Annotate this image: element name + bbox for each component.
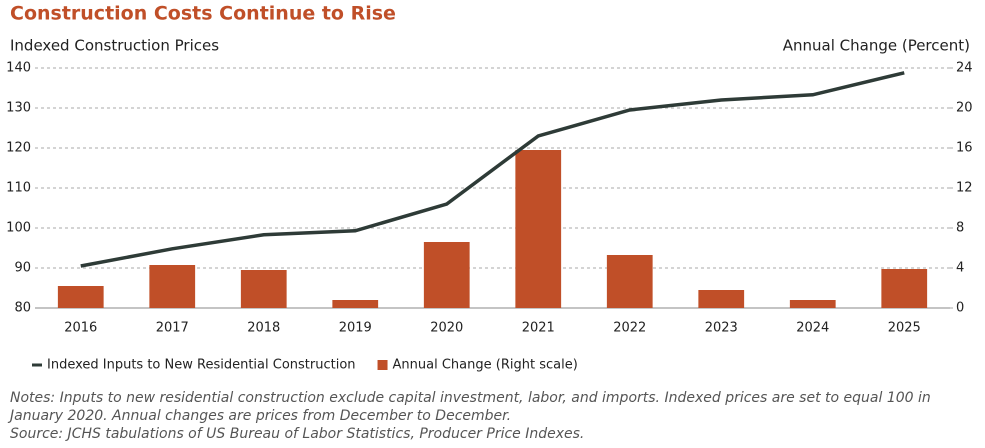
y-tick-label: 110: [6, 181, 31, 196]
y2-tick-label: 4: [956, 261, 964, 276]
bar: [57, 286, 104, 308]
y2-tick-label: 16: [956, 141, 973, 156]
line: [80, 71, 905, 268]
bar: [240, 270, 287, 308]
x-tick-label: 2024: [796, 321, 829, 336]
note: January 2020. Annual changes are prices …: [7, 408, 511, 424]
y2-axis-title: Annual Change (Percent): [783, 37, 970, 55]
x-tick-label: 2019: [339, 321, 372, 336]
bar: [606, 255, 653, 308]
bar: [149, 265, 196, 308]
legend-label: Annual Change (Right scale): [393, 358, 578, 373]
x-tick-label: 2016: [64, 321, 97, 336]
x-tick-label: 2022: [613, 321, 646, 336]
y2-tick-label: 12: [956, 181, 973, 196]
bar: [698, 290, 745, 308]
chart-title: Construction Costs Continue to Rise: [10, 3, 396, 25]
y-tick-label: 140: [6, 61, 31, 76]
x-tick-label: 2018: [247, 321, 280, 336]
y-tick-label: 120: [6, 141, 31, 156]
y-tick-label: 100: [6, 221, 31, 236]
x-tick-label: 2025: [888, 321, 921, 336]
y-tick-label: 80: [14, 301, 31, 316]
note: Source: JCHS tabulations of US Bureau of…: [10, 426, 584, 442]
bar: [332, 300, 379, 308]
y2-tick-label: 24: [956, 61, 973, 76]
bar: [789, 300, 836, 308]
bar: [423, 242, 470, 308]
x-tick-label: 2020: [430, 321, 463, 336]
bar: [881, 269, 928, 308]
y-tick-label: 130: [6, 101, 31, 116]
y2-tick-label: 8: [956, 221, 964, 236]
x-tick-label: 2017: [156, 321, 189, 336]
legend-swatch: [377, 360, 388, 370]
x-tick-label: 2023: [705, 321, 738, 336]
y-axis-title: Indexed Construction Prices: [10, 37, 219, 55]
note: Notes: Inputs to new residential constru…: [10, 390, 931, 406]
y2-tick-label: 20: [956, 101, 973, 116]
x-tick-label: 2021: [522, 321, 555, 336]
legend-label: Indexed Inputs to New Residential Constr…: [47, 358, 356, 373]
bar: [515, 150, 562, 308]
y2-tick-label: 0: [956, 301, 964, 316]
y-tick-label: 90: [14, 261, 31, 276]
